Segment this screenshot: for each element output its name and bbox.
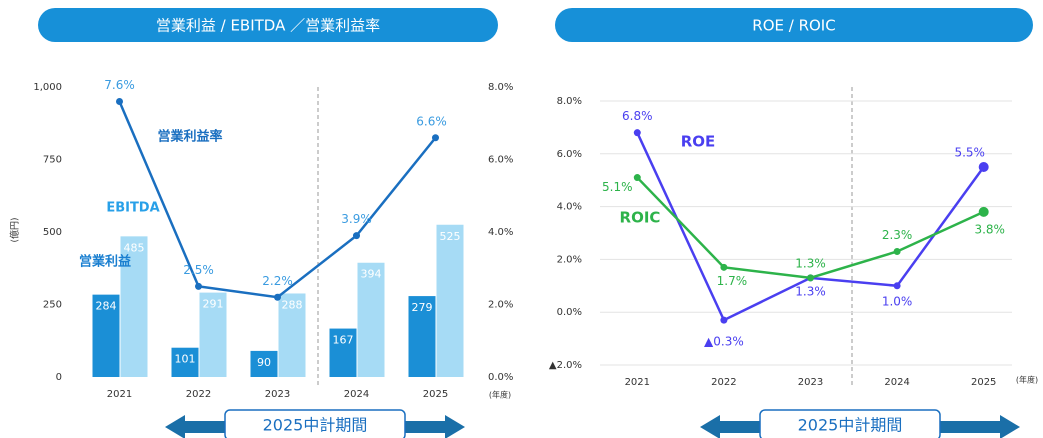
line-point xyxy=(893,282,901,290)
line-point xyxy=(893,247,901,255)
bar-value-label: 288 xyxy=(282,298,303,311)
line-point xyxy=(195,282,202,290)
line-value-label: 7.6% xyxy=(104,78,135,92)
period-label: 2025中計期間 xyxy=(798,416,903,435)
bar-value-label: 90 xyxy=(257,356,271,369)
line-value-label: 1.3% xyxy=(795,256,826,270)
y-tick-label: 0 xyxy=(56,372,62,383)
y2-tick-label: 0.0% xyxy=(488,372,513,383)
line-point xyxy=(353,232,360,240)
y2-tick-label: 6.0% xyxy=(488,155,513,166)
y-tick-label: 8.0% xyxy=(557,96,582,107)
series-label: 営業利益 xyxy=(79,254,131,270)
y-tick-label: 1,000 xyxy=(33,82,62,93)
line-value-label: 2.2% xyxy=(262,274,293,288)
line-point xyxy=(807,274,814,282)
bar-value-label: 279 xyxy=(412,301,433,314)
period-arrow: 2025中計期間 xyxy=(165,409,465,438)
series-label: EBITDA xyxy=(106,201,159,216)
bar xyxy=(92,294,120,377)
series-label: 営業利益率 xyxy=(157,129,222,145)
header-pill xyxy=(38,8,498,42)
line-value-label: 6.8% xyxy=(622,109,653,123)
x-axis-label: (年度) xyxy=(489,390,511,400)
line-point xyxy=(274,293,281,301)
period-arrow: 2025中計期間 xyxy=(700,409,1020,438)
bar xyxy=(408,296,436,377)
y-tick-label: ▲2.0% xyxy=(549,360,582,371)
line-point xyxy=(720,263,728,271)
bar-value-label: 167 xyxy=(333,334,354,347)
y-tick-label: 250 xyxy=(43,300,62,311)
bar xyxy=(171,347,199,377)
y-tick-label: 2.0% xyxy=(557,254,582,265)
bar-value-label: 525 xyxy=(440,230,461,243)
y2-tick-label: 4.0% xyxy=(488,227,513,238)
line-value-label: 2.5% xyxy=(183,263,214,277)
line-value-label: 2.3% xyxy=(882,228,913,242)
bar xyxy=(357,262,385,377)
y2-tick-label: 2.0% xyxy=(488,300,513,311)
x-tick-label: 2025 xyxy=(423,389,448,400)
period-label: 2025中計期間 xyxy=(263,416,368,435)
bar xyxy=(278,293,306,377)
line-value-label: ▲0.3% xyxy=(704,335,744,349)
line-value-label: 5.5% xyxy=(954,146,985,160)
series-label: ROE xyxy=(681,133,716,151)
bar-value-label: 394 xyxy=(361,268,382,281)
bar-value-label: 291 xyxy=(203,298,224,311)
x-tick-label: 2021 xyxy=(625,377,650,388)
series-label: ROIC xyxy=(620,209,661,227)
bar xyxy=(120,236,148,377)
y-tick-label: 6.0% xyxy=(557,149,582,160)
line-point xyxy=(633,129,641,137)
line-point xyxy=(116,98,123,105)
x-tick-label: 2024 xyxy=(344,389,369,400)
y-tick-label: 4.0% xyxy=(557,202,582,213)
line-value-label: 1.3% xyxy=(795,284,826,298)
y-tick-label: 0.0% xyxy=(557,307,582,318)
line-value-label: 6.6% xyxy=(416,114,447,128)
bar xyxy=(199,292,227,377)
bar-value-label: 101 xyxy=(175,353,196,366)
y-axis-label: (億円) xyxy=(9,217,21,242)
chart-title: ROE / ROIC xyxy=(752,17,835,35)
x-tick-label: 2022 xyxy=(186,389,211,400)
line-point xyxy=(432,134,439,142)
bar-value-label: 485 xyxy=(124,241,145,254)
line-point xyxy=(978,162,989,172)
x-tick-label: 2023 xyxy=(798,377,823,388)
line-value-label: 5.1% xyxy=(602,180,633,194)
line-value-label: 3.8% xyxy=(974,222,1005,236)
line-value-label: 1.0% xyxy=(882,294,913,308)
y2-tick-label: 8.0% xyxy=(488,82,513,93)
header-pill xyxy=(555,8,1033,42)
x-tick-label: 2024 xyxy=(884,377,909,388)
line-value-label: 1.7% xyxy=(717,274,748,288)
y-tick-label: 500 xyxy=(43,227,62,238)
line-value-label: 3.9% xyxy=(341,212,372,226)
line-point xyxy=(720,316,728,324)
bar-value-label: 284 xyxy=(96,300,117,313)
line-point xyxy=(633,174,641,182)
x-axis-label: (年度) xyxy=(1016,375,1038,385)
bar xyxy=(436,224,464,377)
x-tick-label: 2025 xyxy=(971,377,996,388)
y-tick-label: 750 xyxy=(43,155,62,166)
x-tick-label: 2022 xyxy=(711,377,736,388)
chart-title: 営業利益 / EBITDA ／営業利益率 xyxy=(156,17,380,35)
line-point xyxy=(978,206,989,217)
x-tick-label: 2021 xyxy=(107,389,132,400)
bar xyxy=(250,350,278,377)
x-tick-label: 2023 xyxy=(265,389,290,400)
bar xyxy=(329,328,357,377)
